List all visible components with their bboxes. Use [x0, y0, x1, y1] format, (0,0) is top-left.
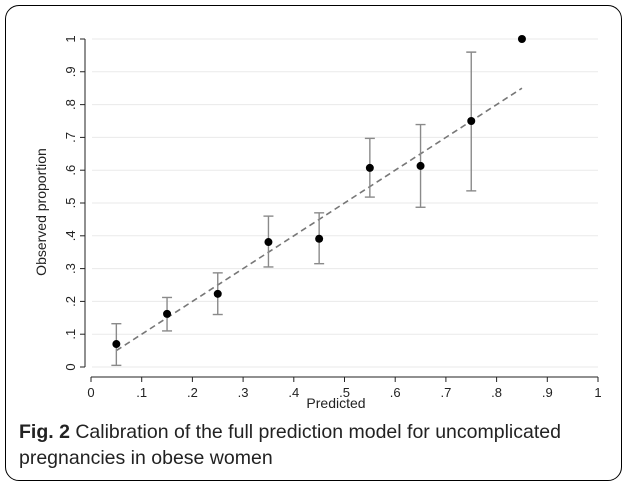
- y-tick-label: .4: [63, 230, 78, 241]
- x-tick-label: .4: [288, 385, 299, 400]
- caption-text: Calibration of the full prediction model…: [19, 421, 561, 469]
- data-point: [163, 309, 172, 318]
- y-tick-label: .9: [63, 66, 78, 77]
- calibration-chart: 0 .1 .2 .3 .4 .5 .6 .7 .8 .9 1 0 .1 .2 .3 .4 .5 .6 .7 .8 .9…: [33, 35, 602, 411]
- data-point: [517, 35, 526, 43]
- y-tick-label: .3: [63, 263, 78, 274]
- data-point: [112, 340, 121, 349]
- figure-caption: Fig. 2 Calibration of the full predictio…: [19, 419, 609, 471]
- data-point: [315, 234, 324, 243]
- y-tick-label: .2: [63, 296, 78, 307]
- x-tick-label: 1: [594, 385, 601, 400]
- y-tick-label: .6: [63, 165, 78, 176]
- y-tick-label: .5: [63, 198, 78, 209]
- data-point: [213, 289, 222, 298]
- x-axis-ticks: 0 .1 .2 .3 .4 .5 .6 .7 .8 .9 1: [87, 377, 602, 400]
- x-tick-label: .8: [491, 385, 502, 400]
- data-points: [112, 35, 526, 349]
- figure-panel: 0 .1 .2 .3 .4 .5 .6 .7 .8 .9 1 0 .1 .2 .3 .4 .5 .6 .7 .8 .9…: [5, 5, 622, 481]
- x-tick-label: .3: [238, 385, 249, 400]
- caption-label: Fig. 2: [19, 421, 70, 443]
- y-axis-ticks: 0 .1 .2 .3 .4 .5 .6 .7 .8 .9 1: [63, 35, 85, 371]
- x-tick-label: .2: [187, 385, 198, 400]
- data-point: [264, 238, 273, 247]
- x-tick-label: 0: [87, 385, 94, 400]
- x-tick-label: .6: [390, 385, 401, 400]
- x-tick-label: .7: [440, 385, 451, 400]
- y-tick-label: 1: [63, 35, 78, 42]
- x-tick-label: .1: [136, 385, 147, 400]
- x-axis-label: Predicted: [306, 395, 365, 411]
- y-tick-label: .7: [63, 132, 78, 143]
- data-point: [467, 117, 476, 125]
- error-bars: [111, 51, 477, 367]
- y-tick-label: .1: [63, 329, 78, 340]
- data-point: [416, 161, 425, 170]
- y-axis-label: Observed proportion: [33, 148, 49, 276]
- x-tick-label: .5: [339, 385, 350, 400]
- x-tick-label: .9: [542, 385, 553, 400]
- y-tick-label: .8: [63, 99, 78, 110]
- data-point: [365, 163, 374, 172]
- y-tick-label: 0: [63, 363, 78, 370]
